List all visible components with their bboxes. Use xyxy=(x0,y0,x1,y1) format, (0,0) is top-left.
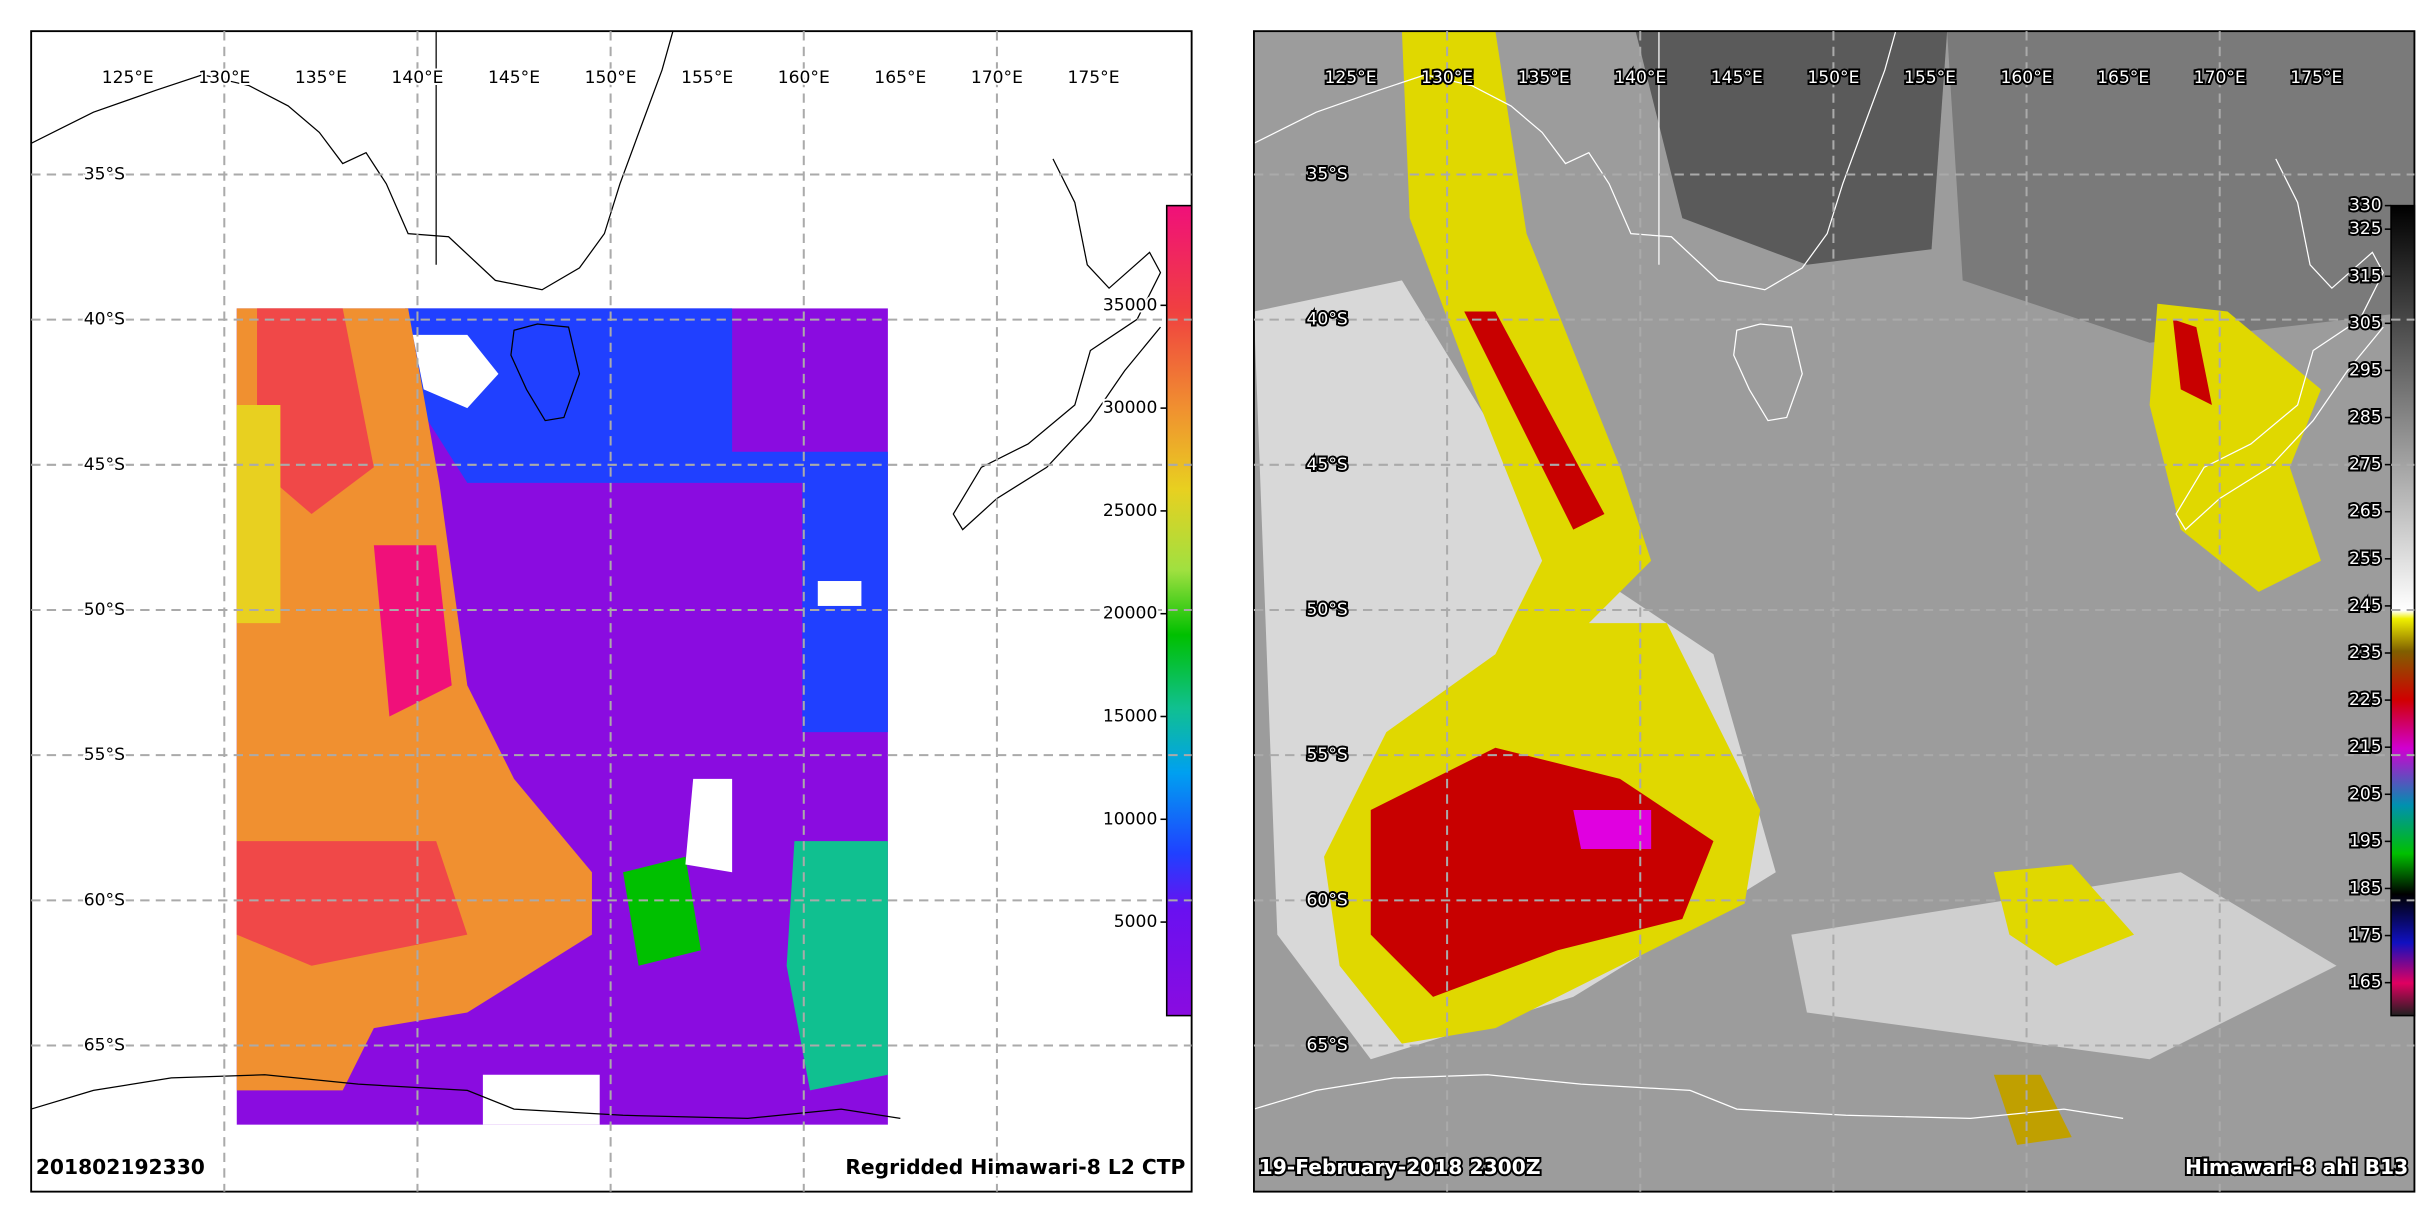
lat-label: 60°S xyxy=(84,890,125,910)
lon-label: 155°E xyxy=(1904,68,1956,88)
lon-label: 130°E xyxy=(1421,68,1473,88)
lon-label: 145°E xyxy=(1711,68,1763,88)
lat-label: 60°S xyxy=(1307,890,1348,910)
lon-label: 135°E xyxy=(295,68,347,88)
colorbar-label: 15000 xyxy=(1103,706,1157,726)
lon-label: 160°E xyxy=(778,68,830,88)
colorbar-label: 5000 xyxy=(1114,912,1158,932)
colorbar-label: 215 xyxy=(2349,737,2382,757)
lon-label: 140°E xyxy=(1614,68,1666,88)
colorbar-label: 330 xyxy=(2349,196,2382,216)
lon-label: 170°E xyxy=(971,68,1023,88)
lat-label: 35°S xyxy=(1307,164,1348,184)
lat-label: 55°S xyxy=(84,745,125,765)
lon-label: 160°E xyxy=(2001,68,2053,88)
lon-label: 175°E xyxy=(2290,68,2342,88)
colorbar-label: 175 xyxy=(2349,926,2382,946)
lon-label: 170°E xyxy=(2194,68,2246,88)
product-label: Himawari-8 ahi B13 xyxy=(2185,1155,2408,1179)
colorbar-label: 185 xyxy=(2349,878,2382,898)
colorbar-label: 20000 xyxy=(1103,604,1157,624)
colorbar-label: 25000 xyxy=(1103,501,1157,521)
lat-label: 65°S xyxy=(1307,1036,1348,1056)
lon-label: 150°E xyxy=(585,68,637,88)
lon-label: 175°E xyxy=(1067,68,1119,88)
colorbar-label: 205 xyxy=(2349,784,2382,804)
colorbar-label: 245 xyxy=(2349,596,2382,616)
timestamp: 19-February-2018 2300Z xyxy=(1259,1155,1541,1179)
colorbar-label: 195 xyxy=(2349,831,2382,851)
colorbar-label: 255 xyxy=(2349,549,2382,569)
lon-label: 140°E xyxy=(391,68,443,88)
timestamp: 201802192330 xyxy=(36,1155,205,1179)
lon-label: 150°E xyxy=(1807,68,1859,88)
colorbar-label: 275 xyxy=(2349,455,2382,475)
colorbar-label: 30000 xyxy=(1103,398,1157,418)
lon-label: 130°E xyxy=(198,68,250,88)
lat-label: 50°S xyxy=(84,600,125,620)
lon-label: 165°E xyxy=(874,68,926,88)
lon-label: 165°E xyxy=(2097,68,2149,88)
colorbar-label: 285 xyxy=(2349,408,2382,428)
colorbar-label: 10000 xyxy=(1103,809,1157,829)
colorbar-label: 35000 xyxy=(1103,295,1157,315)
colorbar-label: 165 xyxy=(2349,973,2382,993)
lon-label: 125°E xyxy=(102,68,154,88)
lon-label: 155°E xyxy=(681,68,733,88)
lon-label: 145°E xyxy=(488,68,540,88)
colorbar-label: 265 xyxy=(2349,502,2382,522)
colorbar-label: 235 xyxy=(2349,643,2382,663)
colorbar-label: 325 xyxy=(2349,219,2382,239)
lat-label: 40°S xyxy=(84,310,125,330)
colorbar-label: 225 xyxy=(2349,690,2382,710)
lat-label: 35°S xyxy=(84,164,125,184)
lat-label: 50°S xyxy=(1307,600,1348,620)
colorbar-label: 305 xyxy=(2349,313,2382,333)
product-label: Regridded Himawari-8 L2 CTP xyxy=(845,1155,1185,1179)
lat-label: 65°S xyxy=(84,1036,125,1056)
lat-label: 55°S xyxy=(1307,745,1348,765)
lat-label: 45°S xyxy=(84,455,125,475)
lat-label: 45°S xyxy=(1307,455,1348,475)
lat-label: 40°S xyxy=(1307,310,1348,330)
colorbar-label: 315 xyxy=(2349,266,2382,286)
lon-label: 135°E xyxy=(1518,68,1570,88)
lon-label: 125°E xyxy=(1324,68,1376,88)
colorbar-label: 295 xyxy=(2349,360,2382,380)
